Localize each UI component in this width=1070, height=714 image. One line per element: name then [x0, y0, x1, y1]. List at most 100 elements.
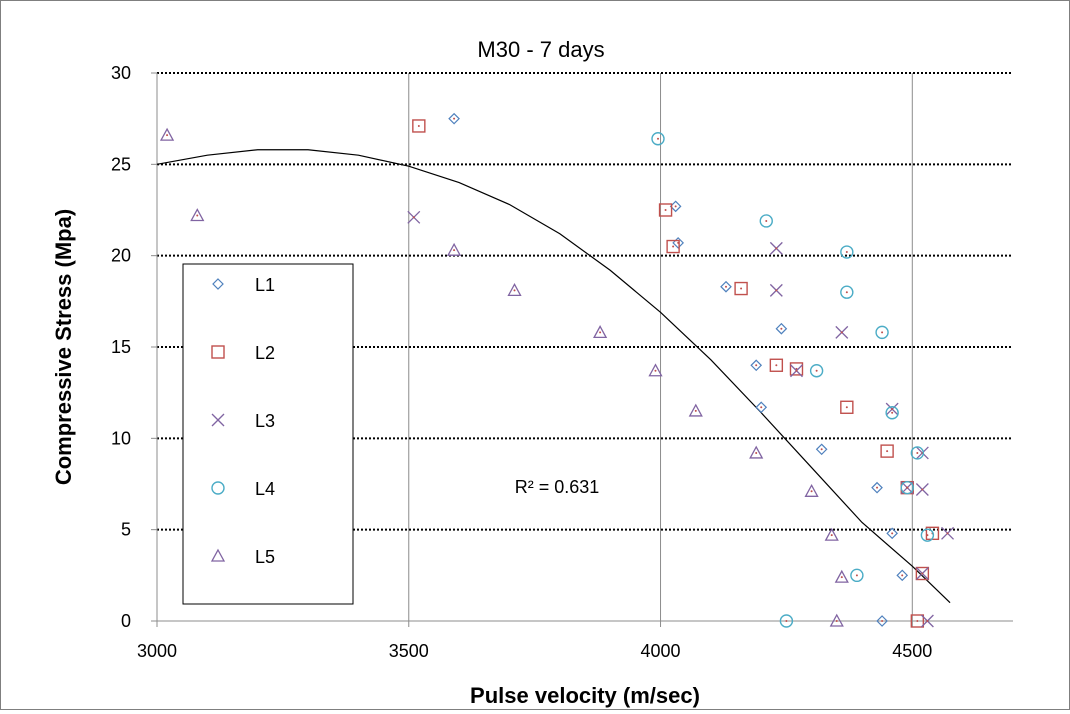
y-tick-label: 15 [111, 337, 131, 357]
data-point-l5 [749, 445, 764, 459]
data-point-center [855, 574, 858, 577]
y-axis-label: Compressive Stress (Mpa) [51, 209, 76, 485]
data-point-center [835, 620, 838, 622]
data-point-center [840, 576, 843, 579]
data-point-l1 [871, 481, 883, 494]
data-point-center [694, 409, 697, 412]
data-point-center [795, 369, 798, 372]
data-point-l1 [720, 280, 732, 293]
data-point-center [881, 331, 884, 334]
data-point-center [830, 534, 833, 537]
data-point-l1 [815, 443, 828, 456]
data-point-l5 [507, 283, 522, 297]
data-point-center [840, 331, 843, 334]
data-point-l4 [840, 245, 854, 259]
data-point-center [417, 124, 420, 127]
data-point-l4 [809, 364, 824, 378]
data-point-l4 [900, 480, 914, 495]
data-point-center [876, 486, 879, 489]
data-point-center [775, 247, 778, 250]
y-tick-label: 0 [121, 611, 131, 631]
axes: 3000 3500 4000 4500 0 5 10 15 20 25 30 [111, 63, 1013, 661]
y-tick-label: 10 [111, 428, 131, 448]
data-point-l5 [159, 127, 175, 141]
data-point-center [765, 219, 768, 222]
data-point-center [891, 532, 894, 535]
data-point-center [755, 451, 758, 454]
data-point-l4 [779, 614, 794, 628]
data-point-center [196, 214, 199, 217]
x-axis-label: Pulse velocity (m/sec) [470, 683, 700, 708]
trendline [156, 149, 951, 604]
data-point-l1 [669, 200, 682, 213]
data-point-l4 [840, 285, 854, 299]
data-point-l4 [759, 214, 773, 228]
legend: L1 L2 L3 L4 L5 [182, 263, 354, 605]
data-point-center [891, 408, 894, 411]
data-point-center [657, 137, 660, 140]
data-point-center [513, 289, 516, 292]
data-point-center [815, 369, 818, 372]
data-point-l1 [448, 112, 460, 125]
legend-marker-l1 [212, 278, 224, 290]
data-point-l5 [648, 363, 663, 377]
data-point-l5 [446, 242, 462, 256]
data-point-center [453, 117, 456, 120]
data-point-l4 [651, 132, 665, 146]
data-point-center [599, 331, 602, 334]
data-point-l2 [412, 119, 426, 133]
data-point-l5 [824, 527, 839, 541]
data-point-l5 [834, 569, 849, 583]
r-squared-annotation: R² = 0.631 [515, 477, 600, 497]
data-point-center [921, 488, 924, 491]
data-point-center [891, 411, 894, 414]
data-point-l2 [769, 358, 784, 372]
data-point-center [916, 451, 919, 454]
data-point-center [755, 364, 758, 367]
legend-marker-l3 [211, 413, 225, 427]
data-points [159, 112, 955, 628]
data-point-center [921, 572, 924, 575]
data-point-center [166, 134, 169, 137]
data-point-l1 [886, 527, 899, 540]
data-point-l5 [829, 613, 844, 627]
data-point-l5 [688, 403, 703, 417]
legend-label-l1: L1 [255, 275, 275, 295]
chart-title: M30 - 7 days [477, 37, 604, 62]
data-point-center [946, 532, 949, 535]
data-point-center [775, 364, 778, 367]
data-point-l1 [755, 401, 768, 414]
data-point-center [412, 216, 415, 219]
legend-label-l2: L2 [255, 343, 275, 363]
y-tick-label: 25 [111, 154, 131, 174]
data-point-center [881, 620, 884, 622]
data-point-l5 [593, 325, 608, 339]
data-point-center [810, 490, 813, 493]
data-point-l1 [775, 322, 788, 335]
x-tick-label: 4500 [892, 641, 932, 661]
data-point-l2 [880, 444, 894, 458]
legend-label-l3: L3 [255, 411, 275, 431]
legend-marker-l4 [211, 481, 225, 495]
y-tick-label: 5 [121, 520, 131, 540]
data-point-center [780, 327, 783, 330]
x-tick-label: 4000 [641, 641, 681, 661]
data-point-center [845, 406, 848, 409]
legend-marker-l2 [211, 345, 225, 359]
data-point-l2 [789, 362, 804, 376]
data-point-l2 [666, 239, 680, 254]
data-point-center [760, 406, 763, 409]
data-point-l4 [885, 406, 899, 420]
data-point-center [845, 291, 848, 294]
data-point-l2 [840, 400, 854, 414]
data-point-l2 [915, 566, 930, 581]
data-point-l2 [910, 614, 925, 628]
data-point-l2 [658, 203, 673, 217]
data-point-center [845, 251, 848, 254]
y-tick-label: 20 [111, 246, 131, 266]
data-point-l5 [804, 483, 819, 497]
data-point-l5 [190, 208, 205, 222]
y-tick-label: 30 [111, 63, 131, 83]
